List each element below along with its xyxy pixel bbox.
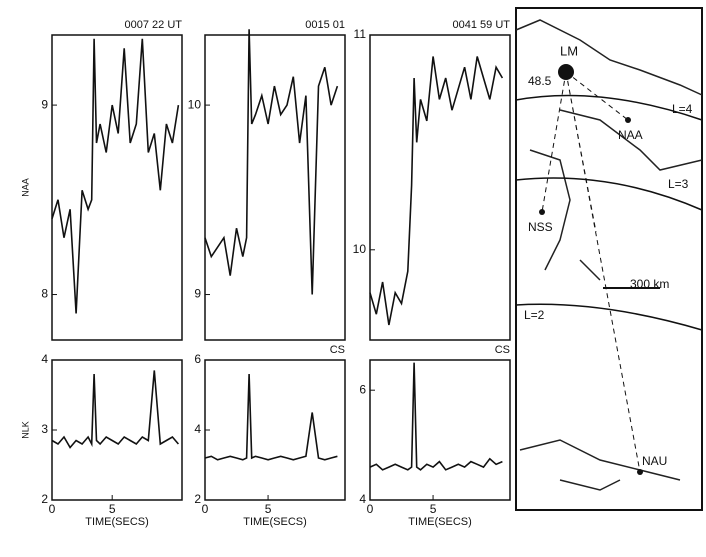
plot-frame [369, 34, 511, 341]
y-tick-label: 2 [41, 492, 48, 506]
map-label: L=2 [524, 308, 545, 322]
y-tick-label: 8 [41, 287, 48, 301]
y-tick-label: 4 [359, 492, 366, 506]
trace [204, 373, 338, 461]
panel-title: 0015 01 [305, 19, 345, 31]
x-axis-label: TIME(SECS) [408, 516, 472, 528]
y-axis-label: NAA [20, 178, 30, 197]
coastline [515, 19, 703, 491]
plot-frame [51, 359, 183, 501]
panel-title: CS [495, 344, 510, 356]
map-frame [515, 7, 703, 511]
map-label: 48.5 [528, 74, 552, 88]
map-label: NSS [528, 220, 553, 234]
station-marker [558, 64, 574, 80]
map-label: 300 km [630, 277, 669, 291]
y-tick-label: 11 [354, 27, 367, 41]
station-marker [625, 117, 631, 123]
x-axis-label: TIME(SECS) [85, 516, 149, 528]
map-label: NAU [642, 454, 667, 468]
x-axis-label: TIME(SECS) [243, 516, 307, 528]
plot-frame [51, 34, 183, 341]
station-marker [539, 209, 545, 215]
x-tick-label: 0 [202, 502, 209, 516]
x-tick-label: 5 [265, 502, 272, 516]
map: LM 48.5 L=4 NAA L=3 NSS 300 km L=2 NAU [515, 7, 703, 511]
plot-frame [369, 359, 511, 501]
trace [369, 362, 503, 471]
panel-title: CS [330, 344, 345, 356]
path-line [541, 71, 641, 473]
l-shell-line [515, 94, 703, 331]
map-label: L=3 [668, 177, 689, 191]
y-axis-label: NLK [20, 421, 30, 439]
trace [204, 29, 339, 295]
x-tick-label: 5 [430, 502, 437, 516]
y-tick-label: 3 [41, 422, 48, 436]
trace [51, 370, 180, 449]
x-tick-label: 0 [49, 502, 56, 516]
y-tick-label: 6 [359, 382, 366, 396]
x-tick-label: 0 [367, 502, 374, 516]
map-label: L=4 [672, 102, 693, 116]
plot-frame [204, 359, 346, 501]
map-label: NAA [618, 128, 643, 142]
station-marker [637, 469, 643, 475]
y-tick-label: 10 [188, 97, 202, 111]
x-tick-label: 5 [109, 502, 116, 516]
y-tick-label: 2 [194, 492, 201, 506]
panel-title: 0041 59 UT [453, 19, 511, 31]
y-tick-label: 6 [194, 352, 201, 366]
y-tick-label: 4 [41, 352, 48, 366]
trace [51, 38, 180, 314]
y-tick-label: 4 [194, 422, 201, 436]
y-tick-label: 9 [194, 287, 201, 301]
plot-frame [204, 34, 346, 341]
y-tick-label: 10 [353, 242, 367, 256]
y-tick-label: 9 [41, 97, 48, 111]
panel-title: 0007 22 UT [125, 19, 183, 31]
map-label: LM [560, 43, 578, 58]
trace [369, 56, 504, 326]
